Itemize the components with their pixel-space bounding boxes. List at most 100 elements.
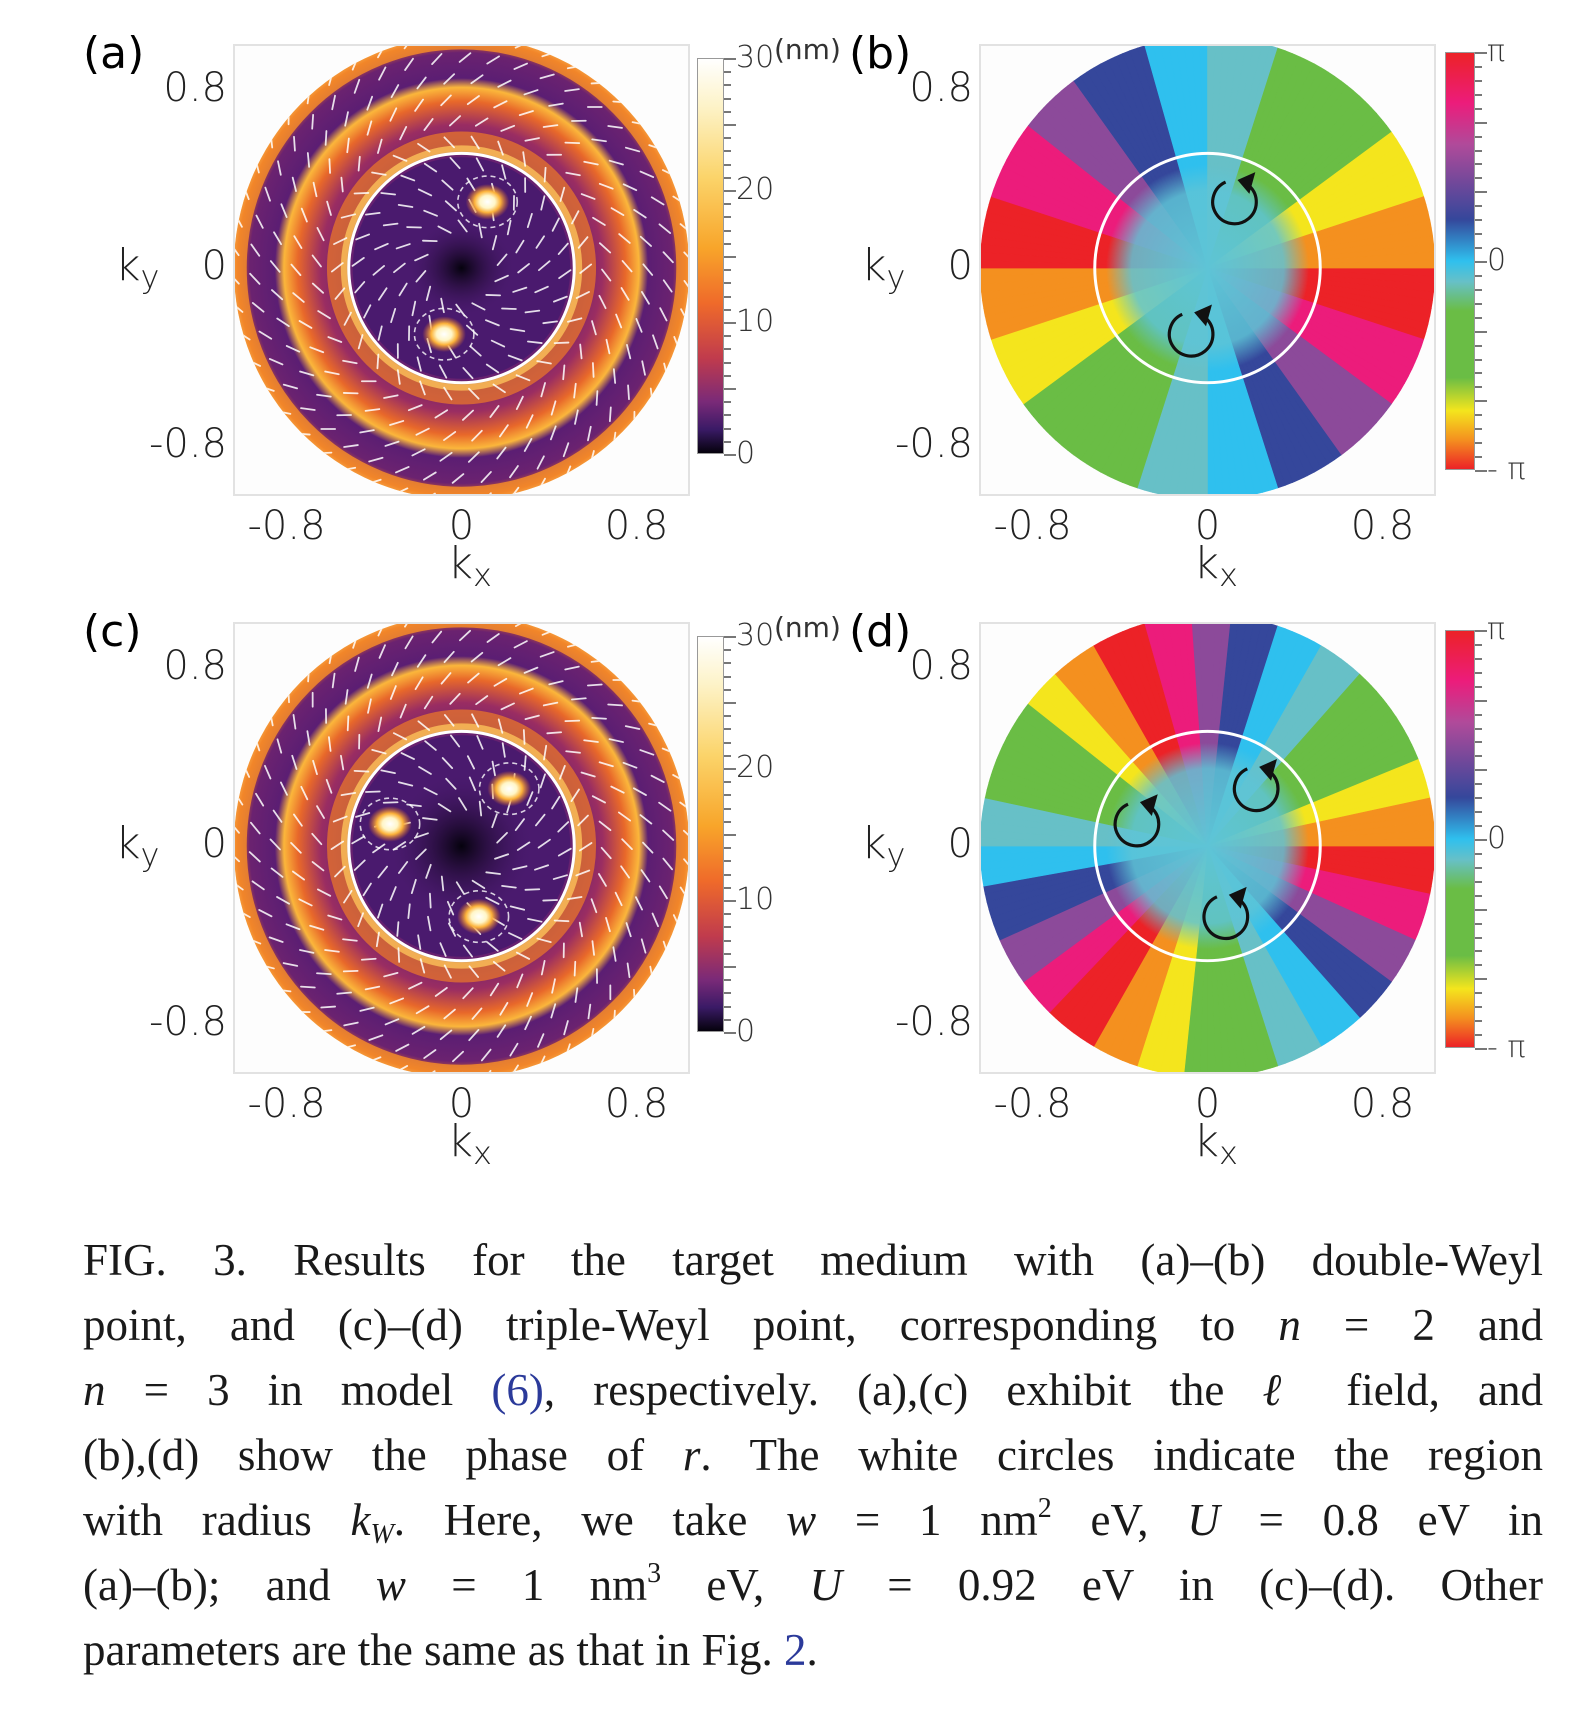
vector-arrow <box>443 386 453 401</box>
vector-arrow <box>493 677 508 687</box>
vector-arrow <box>343 311 352 326</box>
vector-arrow <box>353 769 370 773</box>
vector-arrow <box>468 1029 480 1042</box>
colorbar-tick <box>1475 657 1482 660</box>
colorbar-tick <box>724 952 731 955</box>
vector-arrow <box>492 383 506 394</box>
vector-arrow <box>562 442 570 458</box>
vector-arrow <box>390 84 400 99</box>
vector-arrow <box>423 162 438 173</box>
vector-arrow <box>444 200 457 212</box>
vector-arrow <box>439 942 447 957</box>
vector-arrow <box>371 748 387 755</box>
vector-arrow <box>268 358 284 366</box>
x-tick-label: 0.8 <box>1350 503 1415 549</box>
vector-arrow <box>445 777 457 790</box>
y-tick-label: 0 <box>201 821 227 867</box>
vector-arrow <box>324 949 340 953</box>
vector-arrow <box>559 186 566 202</box>
vector-arrow <box>365 211 381 216</box>
vector-arrow <box>270 867 284 878</box>
vector-arrow <box>376 353 380 370</box>
vector-arrow <box>461 409 474 421</box>
vector-arrow <box>431 630 443 644</box>
vector-arrow <box>542 701 559 707</box>
vector-arrow <box>496 446 507 460</box>
vector-arrow <box>264 186 271 202</box>
vector-arrow <box>538 260 551 272</box>
vector-arrow <box>491 760 496 777</box>
vector-arrow <box>273 231 283 246</box>
vector-arrow <box>524 309 541 314</box>
x-axis-label-sub: x <box>472 556 492 594</box>
x-axis-label: kx <box>1194 1120 1238 1170</box>
vector-arrow <box>287 687 290 704</box>
vector-arrow <box>468 965 480 978</box>
plot-a <box>235 46 688 494</box>
vector-arrow <box>389 886 397 901</box>
vector-arrow <box>514 818 525 832</box>
vector-arrow <box>539 773 546 789</box>
colorbar-tick <box>1475 964 1482 967</box>
colorbar-tick <box>724 966 736 968</box>
x-tick-label: -0.8 <box>247 1081 326 1127</box>
vector-arrow <box>248 851 261 863</box>
colorbar-tick <box>1475 797 1482 800</box>
vector-arrow <box>493 100 508 109</box>
vector-arrow <box>518 687 534 695</box>
colorbar-tick <box>1475 769 1487 772</box>
vector-arrow <box>268 936 284 943</box>
vector-arrow <box>579 343 583 360</box>
colorbar-tick <box>1475 470 1487 472</box>
vector-arrow <box>291 176 297 193</box>
vector-arrow <box>535 235 545 249</box>
vector-arrow <box>291 870 306 881</box>
vector-arrow <box>591 320 597 336</box>
vector-arrow <box>410 878 417 895</box>
vector-arrow <box>617 811 632 822</box>
vector-arrow <box>535 813 546 827</box>
vector-arrow <box>455 881 465 895</box>
vector-arrow <box>416 356 422 372</box>
plot-b <box>981 46 1434 494</box>
vector-arrow <box>639 170 655 179</box>
vector-arrow <box>400 752 415 760</box>
vector-arrow <box>251 302 265 313</box>
vector-arrow <box>642 263 654 276</box>
colorbar-tick <box>1475 358 1482 361</box>
vector-arrow <box>459 629 471 642</box>
bright-spot <box>368 806 412 842</box>
vector-arrow <box>501 164 507 180</box>
colorbar-d <box>1445 630 1475 1048</box>
caption-link[interactable]: (6) <box>491 1365 544 1415</box>
colorbar-tick <box>724 361 731 364</box>
vector-arrow <box>565 750 581 754</box>
vector-arrow <box>489 982 500 997</box>
vector-arrow <box>351 256 365 267</box>
vector-arrow <box>415 427 430 436</box>
colorbar-tick <box>1475 65 1482 68</box>
vector-arrow <box>587 425 592 442</box>
vector-arrow <box>536 937 552 944</box>
vector-arrow <box>354 656 360 672</box>
vector-arrow <box>389 107 398 122</box>
vector-arrow <box>419 958 426 974</box>
vector-arrow <box>577 236 589 249</box>
phase-core <box>1106 164 1309 372</box>
vector-arrow <box>317 888 332 897</box>
vector-arrow <box>546 731 563 735</box>
caption-link[interactable]: 2 <box>784 1625 807 1675</box>
vector-arrow <box>417 188 433 197</box>
y-tick-label: -0.8 <box>148 999 227 1045</box>
vector-arrow <box>524 137 540 142</box>
vector-arrow <box>462 367 474 380</box>
vector-arrow <box>389 420 405 426</box>
vector-arrow <box>526 992 534 1007</box>
vector-arrow <box>598 294 607 310</box>
vector-arrow <box>534 864 550 871</box>
vector-arrow <box>407 404 423 412</box>
vector-arrow <box>414 253 429 262</box>
vector-arrow <box>662 251 674 264</box>
vector-arrow <box>625 146 641 153</box>
vector-arrow <box>300 207 308 223</box>
